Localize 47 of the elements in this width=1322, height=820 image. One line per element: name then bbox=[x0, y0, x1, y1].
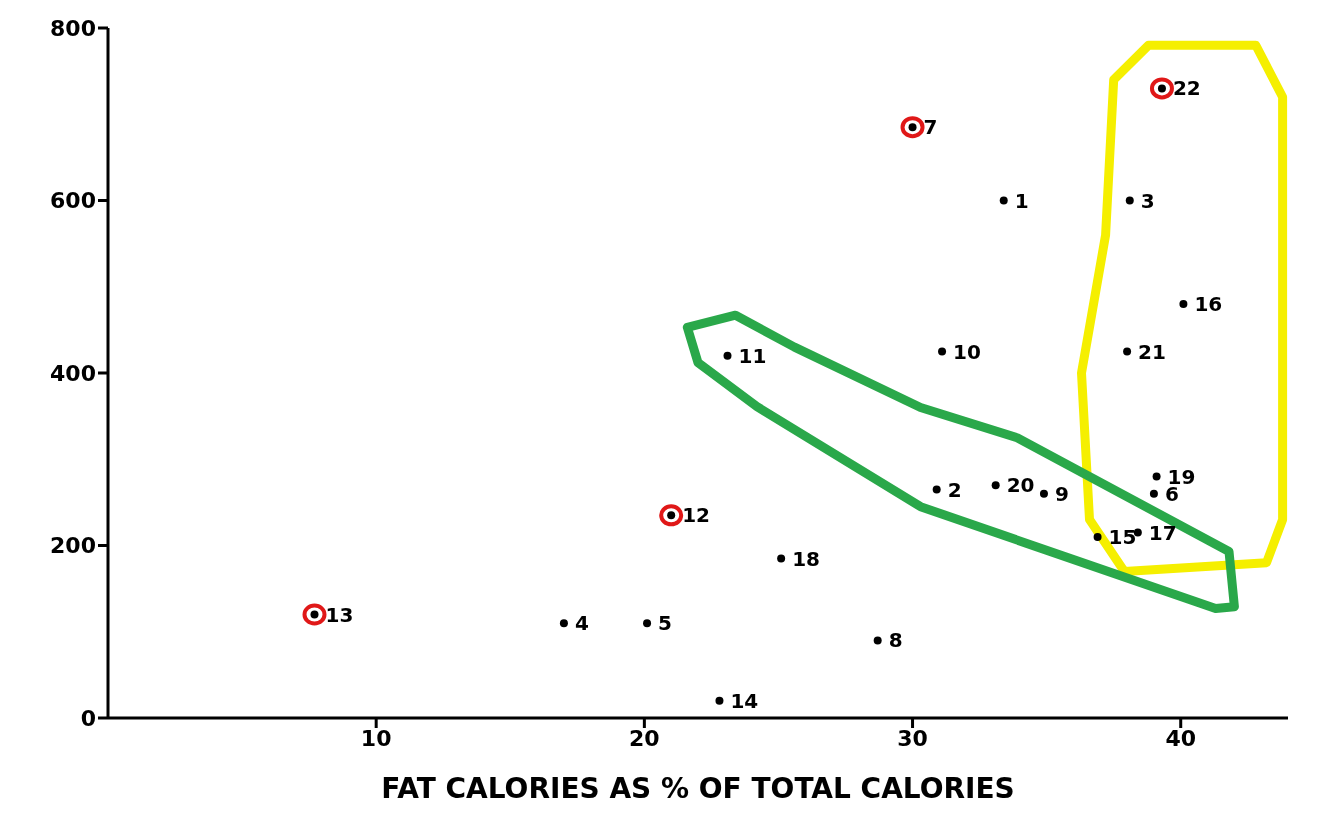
annotation: 18 bbox=[792, 546, 820, 571]
point bbox=[777, 554, 786, 563]
x-tick-label: 40 bbox=[1165, 725, 1197, 751]
annotation: 8 bbox=[888, 628, 903, 653]
annotation: 1 bbox=[1014, 188, 1029, 213]
annotation: 13 bbox=[325, 602, 354, 627]
annotation: 15 bbox=[1108, 524, 1137, 549]
point bbox=[991, 481, 1000, 490]
x-tick-label: 20 bbox=[629, 725, 660, 751]
annotation: 3 bbox=[1140, 188, 1155, 213]
point bbox=[1123, 347, 1132, 356]
annotation: 11 bbox=[738, 343, 767, 368]
annotation: 9 bbox=[1054, 481, 1069, 506]
point bbox=[643, 619, 652, 628]
x-tick-label: 30 bbox=[897, 725, 928, 751]
y-tick-label: 600 bbox=[50, 188, 96, 214]
point bbox=[559, 619, 568, 628]
x-tick-label: 10 bbox=[360, 725, 392, 751]
y-tick-label: 200 bbox=[50, 533, 96, 559]
point bbox=[938, 347, 947, 356]
y-tick-label: 800 bbox=[50, 15, 96, 41]
point bbox=[999, 196, 1008, 205]
point bbox=[1039, 489, 1048, 498]
annotation: 17 bbox=[1148, 520, 1177, 545]
point bbox=[873, 636, 882, 645]
point bbox=[715, 696, 724, 705]
annotation: 22 bbox=[1172, 76, 1201, 101]
annotation: 5 bbox=[658, 611, 672, 636]
x-axis-title: FAT CALORIES AS % OF TOTAL CALORIES bbox=[381, 772, 1015, 805]
point bbox=[932, 485, 941, 494]
annotation: 2 bbox=[947, 477, 962, 502]
point bbox=[1125, 196, 1134, 205]
annotation: 20 bbox=[1006, 473, 1035, 498]
point bbox=[1179, 300, 1188, 308]
annotation: 12 bbox=[682, 503, 711, 528]
point bbox=[1093, 532, 1102, 541]
point bbox=[1152, 472, 1161, 481]
annotation: 16 bbox=[1194, 292, 1223, 317]
point bbox=[723, 351, 732, 360]
y-tick-label: 0 bbox=[80, 705, 96, 731]
annotation: 7 bbox=[923, 115, 938, 140]
annotation: 10 bbox=[953, 339, 981, 364]
annotation: 4 bbox=[574, 611, 589, 636]
y-tick-label: 400 bbox=[50, 360, 96, 386]
point bbox=[1149, 489, 1158, 498]
annotation: 21 bbox=[1138, 339, 1166, 364]
annotation: 14 bbox=[730, 688, 759, 713]
